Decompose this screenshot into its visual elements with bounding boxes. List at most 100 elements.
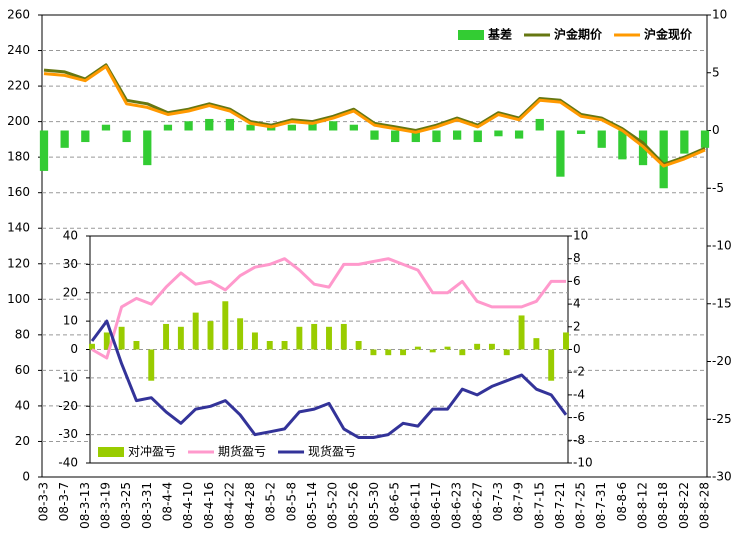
bar [163,124,173,131]
bar [488,343,495,350]
y-tick-label: 0 [22,470,30,484]
y-tick-label: 30 [63,257,78,271]
bar [659,130,668,189]
bar [237,318,244,350]
bar [474,343,481,350]
x-tick-label: 08-7-21 [553,482,567,529]
bar [287,124,297,131]
bar [680,130,689,154]
bar [192,312,199,350]
bar [101,124,111,131]
y-tick-label: 260 [7,8,30,22]
bar [207,321,214,350]
y2-tick-label: -4 [573,387,585,401]
x-tick-label: 08-5-20 [326,482,340,529]
y-tick-label: 240 [7,43,30,57]
bar [556,130,565,177]
bar [414,346,421,350]
y2-tick-label: 10 [573,229,588,243]
bar [444,346,451,350]
bar [329,121,338,131]
bar [391,130,400,143]
bar [370,349,377,356]
bar [143,130,152,166]
bar [349,124,358,131]
y2-tick-label: 4 [573,297,581,311]
x-tick-label: 08-5-8 [284,482,298,521]
bar [533,338,540,350]
y-tick-label: 40 [63,229,78,243]
bar [473,130,482,143]
bar [429,349,436,353]
bar [597,130,606,148]
bar [39,130,49,171]
bar [148,349,155,381]
y-tick-label: -10 [58,370,78,384]
bar [266,340,273,350]
bar [118,326,125,350]
x-tick-label: 08-3-19 [98,482,112,529]
x-tick-label: 08-7-3 [491,482,505,521]
legend-swatch [98,447,124,457]
x-tick-label: 08-3-25 [119,482,133,529]
x-tick-label: 08-3-13 [78,482,92,529]
bar [518,315,525,350]
bar [163,323,170,350]
y-tick-label: 20 [15,434,30,448]
x-tick-label: 08-5-2 [264,482,278,521]
y-tick-label: -20 [58,399,78,413]
y-tick-label: 160 [7,185,30,199]
y2-tick-label: -6 [573,410,585,424]
x-tick-label: 08-4-4 [160,482,174,521]
y-tick-label: 100 [7,292,30,306]
bar [411,130,420,143]
x-tick-label: 08-4-22 [222,482,236,529]
legend-label: 现货盈亏 [308,444,356,459]
bar [452,130,462,140]
bar [89,343,95,350]
bar [535,118,544,131]
y2-tick-label: -25 [712,412,732,426]
y-tick-label: 0 [70,342,78,356]
x-tick-label: 08-5-14 [305,482,319,529]
y2-tick-label: -2 [573,365,585,379]
bar [503,349,510,356]
x-tick-label: 08-5-30 [367,482,381,529]
y2-tick-label: 0 [712,123,720,137]
bar [370,130,379,140]
bar [514,130,524,139]
bar [355,340,362,350]
legend-label: 基差 [487,27,512,42]
y2-tick-label: 5 [712,65,720,79]
bar [103,332,110,350]
bar [548,349,555,381]
x-tick-label: 08-7-25 [574,482,588,529]
bar [296,326,303,350]
x-tick-label: 08-6-17 [429,482,443,529]
bar [60,130,69,148]
y2-tick-label: 6 [573,274,581,288]
x-tick-label: 08-8-6 [615,482,629,521]
y2-tick-label: 10 [712,8,727,22]
y2-tick-label: -5 [712,181,724,195]
x-tick-label: 08-8-22 [677,482,691,529]
x-tick-label: 08-8-18 [656,482,670,529]
y-tick-label: 200 [7,114,30,128]
x-tick-label: 08-7-15 [532,482,546,529]
x-tick-label: 08-7-9 [512,482,526,521]
bar [246,124,255,131]
line [90,319,568,439]
x-tick-label: 08-6-11 [408,482,422,529]
y2-tick-label: -8 [573,433,585,447]
bar [81,130,90,143]
y2-tick-label: -10 [573,456,593,470]
y-tick-label: 60 [15,363,30,377]
x-tick-label: 08-4-10 [181,482,195,529]
y-tick-label: 120 [7,256,30,270]
bar [225,118,235,131]
bar [494,130,503,137]
bar [326,326,332,350]
y-tick-label: 10 [63,314,78,328]
x-tick-label: 08-6-5 [388,482,402,521]
